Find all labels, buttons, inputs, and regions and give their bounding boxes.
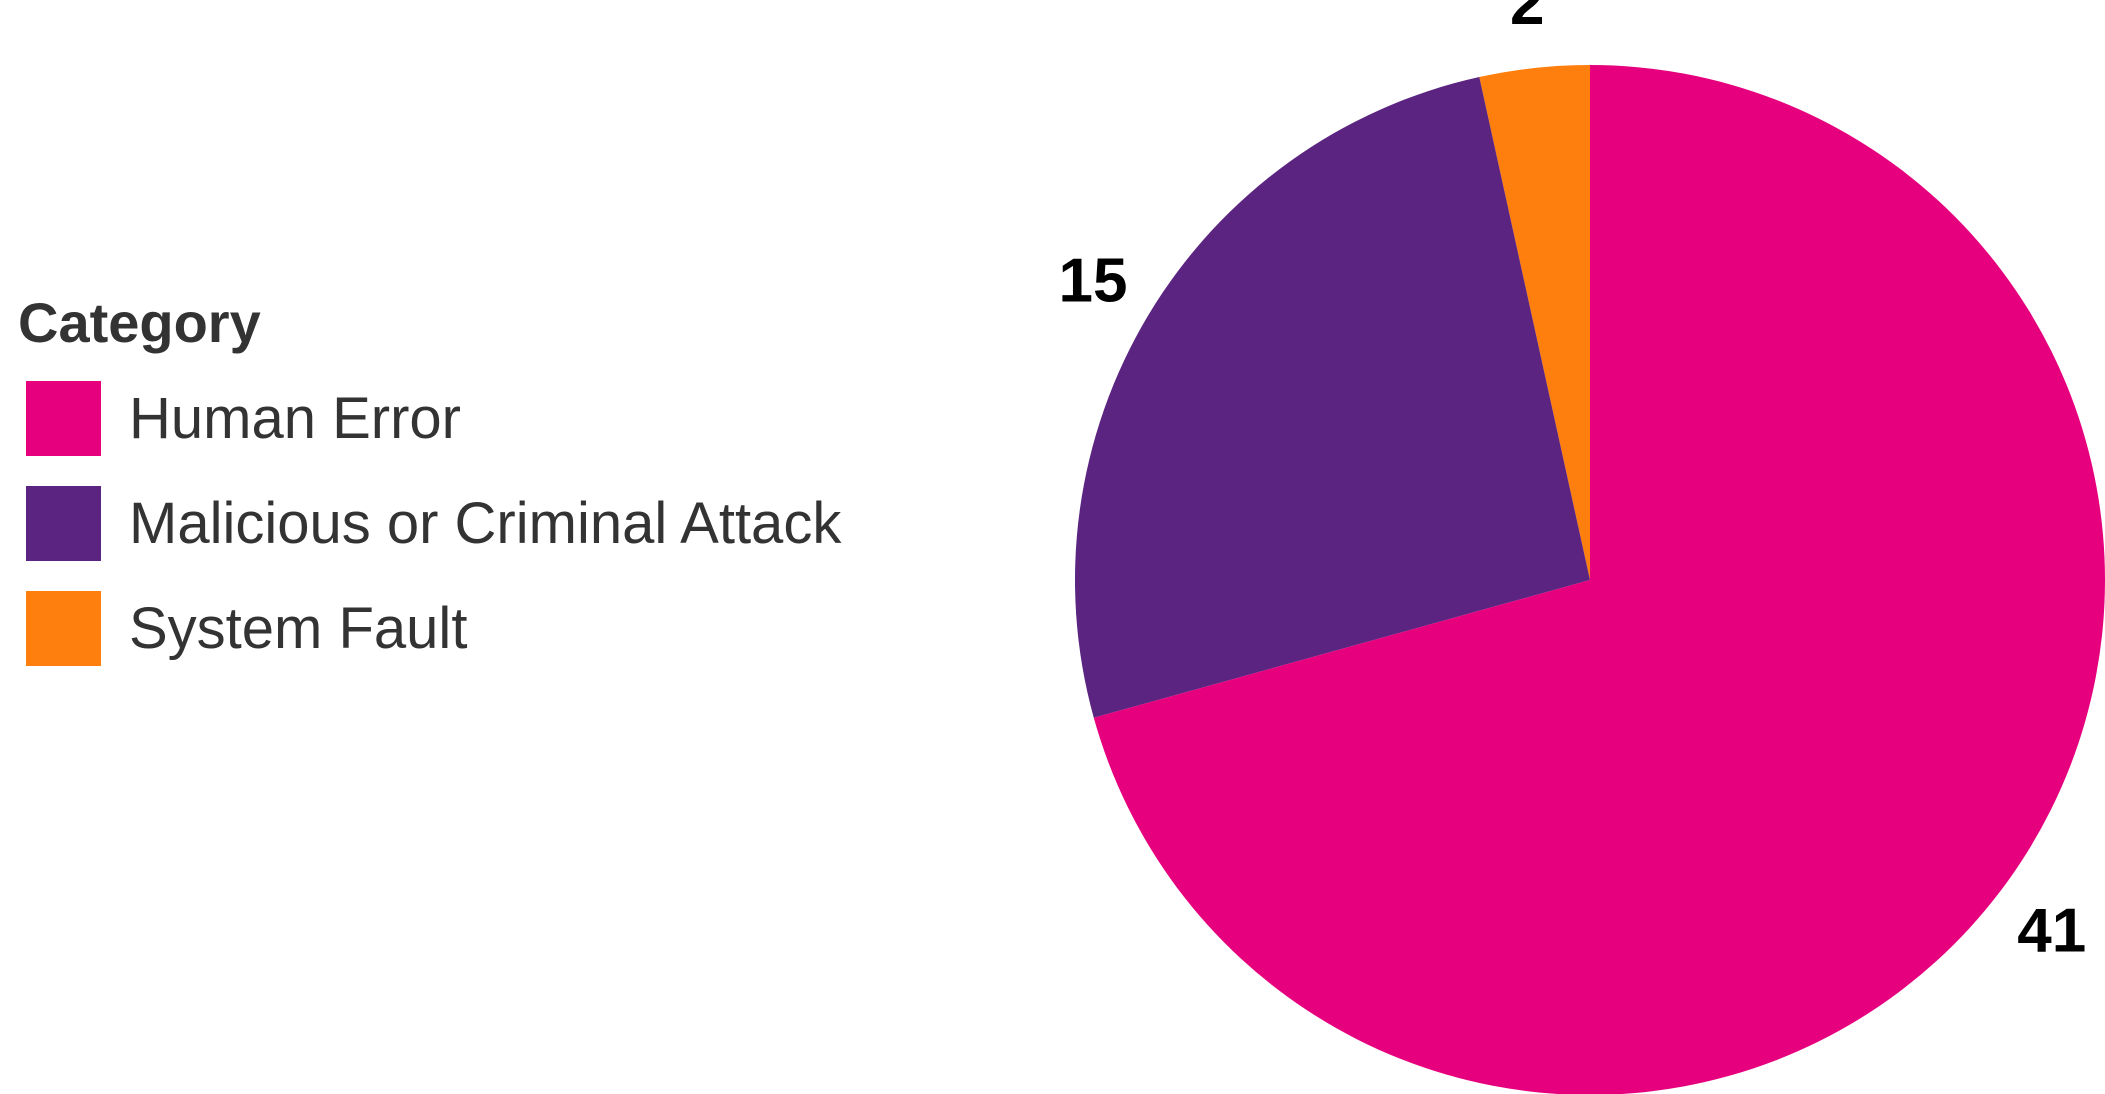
legend-swatch-system-fault <box>26 591 101 666</box>
pie-slice-human-error <box>1093 65 2105 1094</box>
legend-item-human-error: Human Error <box>18 366 841 471</box>
legend: Category Human Error Malicious or Crimin… <box>18 288 841 681</box>
legend-label-system-fault: System Fault <box>129 596 468 661</box>
legend-label-malicious-attack: Malicious or Criminal Attack <box>129 491 842 556</box>
legend-item-malicious-attack: Malicious or Criminal Attack <box>18 471 841 576</box>
data-label-human-error: 41 <box>2017 897 2086 966</box>
data-label-malicious-attack: 15 <box>1059 246 1128 315</box>
legend-swatch-human-error <box>26 381 101 456</box>
legend-swatch-malicious-attack <box>26 486 101 561</box>
data-label-system-fault: 2 <box>1510 0 1544 38</box>
legend-title: Category <box>18 291 261 354</box>
pie-slice-system-fault <box>1479 65 1590 580</box>
legend-item-system-fault: System Fault <box>18 576 841 681</box>
pie-slice-malicious-attack <box>1075 77 1590 718</box>
legend-label-human-error: Human Error <box>129 386 461 451</box>
